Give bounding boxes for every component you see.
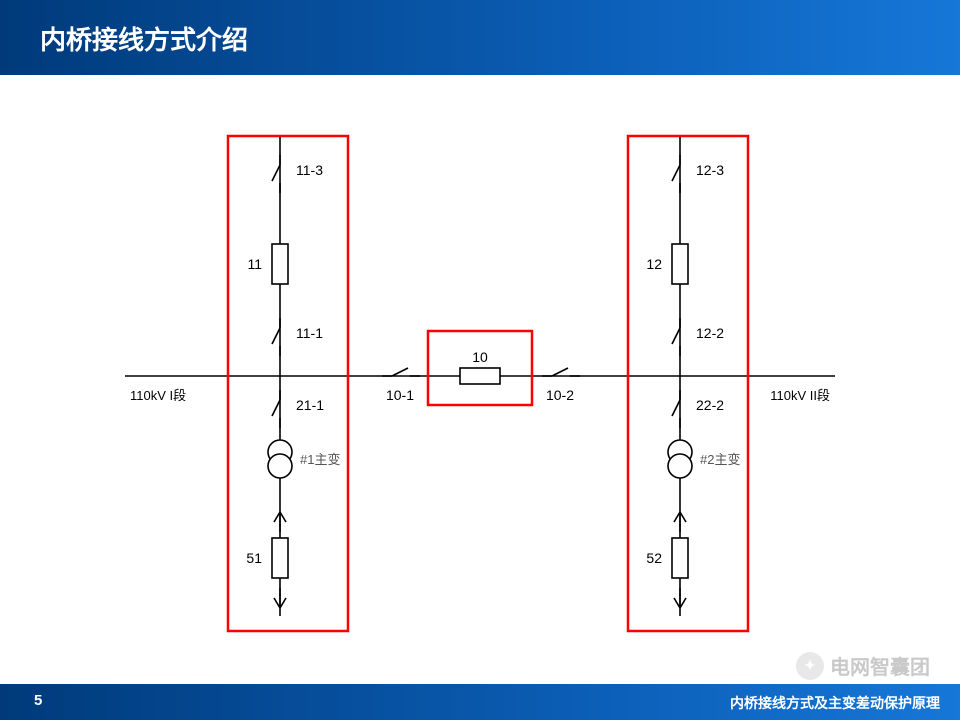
svg-text:12-2: 12-2 [696,325,724,341]
svg-text:22-2: 22-2 [696,397,724,413]
watermark: ✦ 电网智囊团 [796,651,930,680]
svg-text:12-3: 12-3 [696,162,724,178]
svg-text:#1主变: #1主变 [300,452,340,467]
svg-text:10: 10 [472,349,488,365]
svg-text:110kV II段: 110kV II段 [770,388,830,403]
schematic-svg: 110kV I段 110kV II段 11-3 11 11-1 21-1 #1主变 51 12-… [0,96,960,656]
slide-header: 内桥接线方式介绍 [0,0,960,75]
watermark-text: 电网智囊团 [830,651,930,680]
svg-text:10-2: 10-2 [546,387,574,403]
slide-title: 内桥接线方式介绍 [40,20,920,57]
svg-text:51: 51 [246,550,262,566]
svg-text:11-3: 11-3 [296,162,323,178]
svg-text:11: 11 [247,256,262,272]
svg-text:10-1: 10-1 [386,387,414,403]
footer-subtitle: 内桥接线方式及主变差动保护原理 [730,693,940,713]
diagram-canvas: 110kV I段 110kV II段 11-3 11 11-1 21-1 #1主变 51 12-… [0,96,960,656]
svg-text:12: 12 [646,256,662,272]
svg-text:11-1: 11-1 [296,325,323,341]
svg-text:21-1: 21-1 [296,397,324,413]
wechat-icon: ✦ [796,652,824,680]
svg-text:52: 52 [646,550,662,566]
svg-text:110kV I段: 110kV I段 [130,388,186,403]
page-number: 5 [34,692,42,709]
svg-text:#2主变: #2主变 [700,452,740,467]
slide-footer: 5 内桥接线方式及主变差动保护原理 [0,684,960,720]
